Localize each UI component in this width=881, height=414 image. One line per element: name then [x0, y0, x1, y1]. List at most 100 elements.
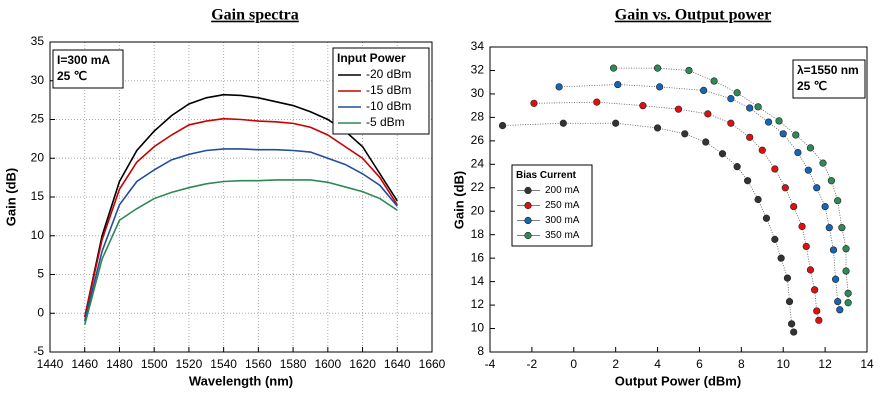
y-tick-label: 30: [471, 86, 485, 100]
chart-title: Gain spectra: [211, 7, 299, 24]
y-tick-label: -5: [33, 344, 44, 358]
y-tick-label: 10: [31, 228, 45, 242]
point: [781, 184, 789, 192]
y-tick-label: 14: [471, 274, 485, 288]
legend-title: Bias Current: [516, 170, 577, 181]
point: [727, 119, 735, 127]
point: [844, 299, 852, 307]
x-tick-label: 1580: [280, 357, 307, 371]
point: [612, 119, 620, 127]
point: [836, 306, 844, 314]
point: [746, 104, 754, 112]
series-line: [559, 84, 841, 310]
y-tick-label: 5: [37, 267, 44, 281]
x-tick-label: 0: [570, 357, 577, 371]
point: [733, 89, 741, 97]
point: [639, 102, 647, 110]
point: [834, 197, 842, 205]
point: [827, 177, 835, 185]
x-tick-label: 1660: [419, 357, 446, 371]
x-tick-label: 1640: [384, 357, 411, 371]
y-tick-label: 15: [31, 189, 45, 203]
annotation: λ=1550 nm: [797, 63, 859, 77]
annotation-box: [792, 59, 866, 99]
point: [785, 297, 794, 306]
point: [829, 246, 838, 254]
point: [831, 275, 840, 283]
plot-frame: [489, 46, 868, 353]
y-tick-label: 10: [471, 321, 485, 335]
point: [702, 138, 710, 146]
x-tick-label: 1440: [37, 357, 64, 371]
x-tick-label: 8: [738, 357, 745, 371]
point: [825, 224, 833, 232]
point: [674, 105, 683, 113]
y-tick-label: 25: [31, 112, 45, 126]
point: [559, 119, 567, 127]
x-tick-label: 2: [612, 357, 619, 371]
legend-title: Input Power: [337, 51, 406, 65]
y-tick-label: 12: [471, 297, 485, 311]
y-tick-label: 30: [31, 73, 45, 87]
point: [758, 146, 766, 154]
x-tick-label: 10: [777, 357, 791, 371]
y-tick-label: 34: [471, 39, 485, 53]
annotation-box: [52, 49, 124, 89]
point: [775, 117, 783, 125]
point: [779, 130, 787, 138]
plot-frame: [49, 41, 433, 353]
point: [733, 163, 741, 171]
x-tick-label: 1480: [106, 357, 133, 371]
x-tick-label: 1560: [245, 357, 272, 371]
point: [530, 99, 538, 107]
annotation: 25 ℃: [797, 79, 827, 93]
y-tick-label: 0: [37, 305, 44, 319]
y-tick-label: 20: [471, 203, 485, 217]
x-axis-label: Wavelength (nm): [189, 373, 293, 388]
legend-label: 250 mA: [545, 200, 580, 211]
y-tick-label: 8: [477, 344, 484, 358]
point: [842, 267, 850, 275]
x-tick-label: 1600: [314, 357, 341, 371]
point: [710, 77, 718, 85]
point: [819, 159, 827, 167]
point: [700, 86, 708, 95]
legend-marker: [524, 231, 532, 240]
point: [771, 165, 779, 173]
annotation: 25 ℃: [57, 69, 87, 83]
series-line: [533, 101, 820, 321]
point: [727, 95, 735, 103]
x-tick-label: 1500: [141, 357, 168, 371]
point: [653, 64, 662, 72]
point: [787, 320, 796, 328]
y-tick-label: 28: [471, 110, 485, 124]
point: [838, 224, 846, 232]
point: [685, 66, 693, 75]
point: [813, 307, 821, 315]
point: [771, 235, 779, 243]
x-tick-label: 1540: [210, 357, 237, 371]
y-tick-label: 20: [31, 150, 45, 164]
point: [806, 266, 815, 274]
series-line: [83, 148, 398, 322]
point: [704, 110, 712, 118]
legend-marker: [524, 216, 532, 225]
legend-label: -15 dBm: [366, 83, 411, 97]
point: [792, 131, 800, 139]
point: [593, 98, 601, 106]
y-tick-label: 32: [471, 63, 485, 77]
chart-title: Gain vs. Output power: [615, 7, 771, 24]
legend-label: 200 mA: [545, 185, 580, 196]
point: [555, 83, 563, 91]
legend-label: -20 dBm: [366, 67, 411, 81]
point: [718, 150, 727, 158]
point: [744, 177, 752, 185]
x-tick-label: 1620: [349, 357, 376, 371]
point: [681, 130, 689, 138]
point: [764, 118, 773, 126]
x-tick-label: 6: [696, 357, 703, 371]
point: [842, 245, 850, 253]
point: [777, 254, 785, 262]
point: [802, 242, 810, 251]
point: [656, 83, 664, 91]
